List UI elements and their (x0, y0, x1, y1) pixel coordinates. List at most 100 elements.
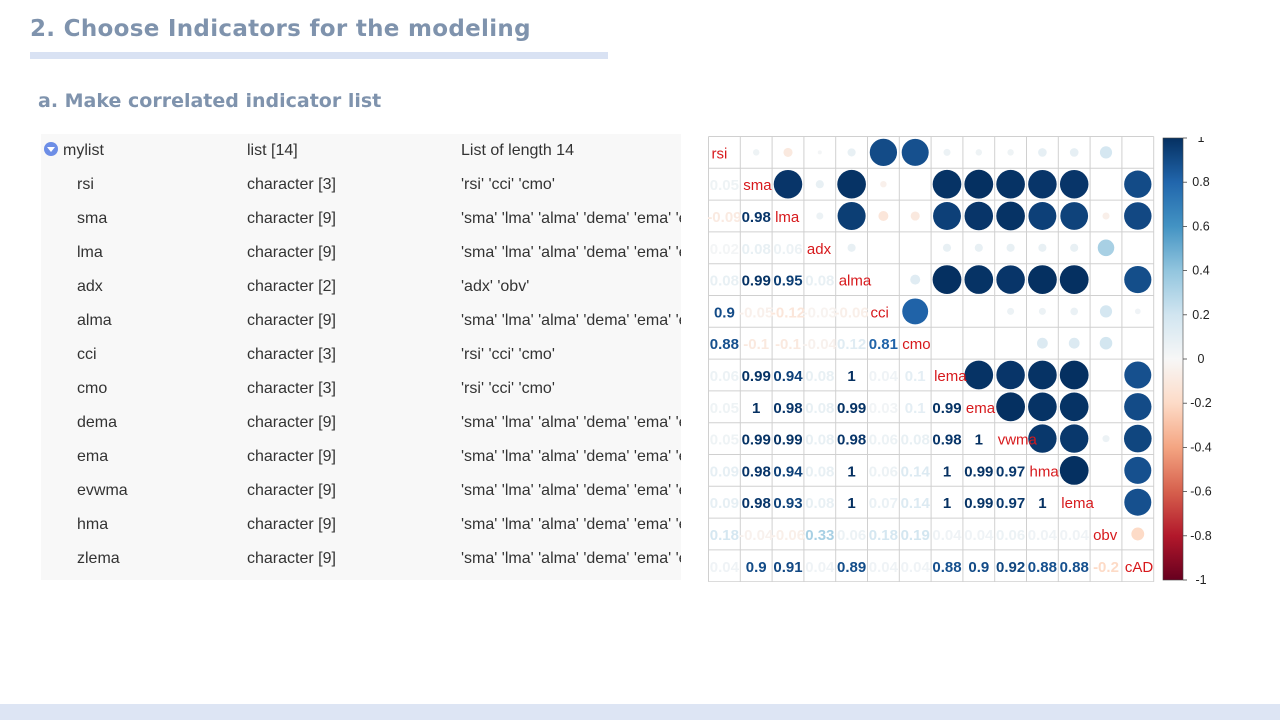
correlation-value-label: 0.9 (968, 559, 989, 576)
item-type: character [2] (247, 278, 336, 295)
colorbar-tick-label: 0.4 (1192, 264, 1209, 278)
colorbar-tick-label: 0.8 (1192, 175, 1209, 189)
list-item[interactable]: ema character [9] 'sma' 'lma' 'alma' 'de… (41, 440, 681, 474)
list-root-name: mylist (63, 142, 104, 159)
correlation-value-label: 0.07 (869, 495, 898, 512)
correlation-value-label: 0.99 (742, 273, 771, 290)
correlation-value-label: -0.09 (708, 209, 742, 226)
correlation-value-label: 0.06 (869, 432, 898, 449)
correlation-value-label: 0.88 (710, 336, 739, 353)
correlation-value-label: 0.08 (805, 495, 834, 512)
diagonal-variable-label: ema (966, 400, 996, 417)
correlation-value-label: 0.98 (932, 432, 961, 449)
item-value: 'sma' 'lma' 'alma' 'dema' 'ema' 'evwma' … (461, 210, 681, 227)
item-name: cmo (77, 380, 108, 397)
correlation-value-label: 0.06 (837, 527, 866, 544)
correlation-value-label: 0.1 (905, 400, 926, 417)
correlation-circle (1028, 360, 1057, 390)
list-item[interactable]: hma character [9] 'sma' 'lma' 'alma' 'de… (41, 508, 681, 542)
list-item[interactable]: sma character [9] 'sma' 'lma' 'alma' 'de… (41, 202, 681, 236)
correlation-circle (1124, 170, 1152, 198)
item-value: 'sma' 'lma' 'alma' 'dema' 'ema' 'evwma' … (461, 312, 681, 329)
list-item[interactable]: cmo character [3] 'rsi' 'cci' 'cmo' (41, 372, 681, 406)
correlation-value-label: -0.03 (803, 304, 837, 321)
correlation-value-label: -0.04 (739, 527, 774, 544)
correlation-value-label: 0.04 (869, 368, 899, 385)
list-root-type: list [14] (247, 142, 298, 159)
correlation-value-label: 0.98 (742, 209, 771, 226)
correlation-value-label: 0.97 (996, 495, 1025, 512)
correlation-circle (964, 201, 994, 231)
correlation-circle (783, 147, 793, 157)
correlation-value-label: 0.95 (773, 273, 802, 290)
correlation-circle (1028, 202, 1057, 230)
correlation-circle (1038, 307, 1046, 315)
correlation-value-label: 0.94 (773, 368, 803, 385)
correlation-circle (1070, 307, 1079, 316)
correlation-value-label: 1 (975, 432, 983, 449)
correlation-circle (975, 149, 983, 156)
colorbar-tick-label: 1 (1198, 137, 1205, 145)
list-item[interactable]: zlema character [9] 'sma' 'lma' 'alma' '… (41, 542, 681, 576)
list-item[interactable]: lma character [9] 'sma' 'lma' 'alma' 'de… (41, 236, 681, 270)
item-value: 'sma' 'lma' 'alma' 'dema' 'ema' 'evwma' … (461, 244, 681, 261)
correlation-value-label: 1 (1038, 495, 1046, 512)
correlation-value-label: 0.99 (964, 463, 993, 480)
correlation-value-label: 0.09 (710, 463, 739, 480)
correlation-value-label: 0.99 (742, 432, 771, 449)
correlation-circle (880, 180, 887, 188)
item-type: character [3] (247, 380, 336, 397)
correlation-circle (817, 150, 822, 155)
correlation-value-label: 0.93 (773, 495, 802, 512)
item-value: 'adx' 'obv' (461, 278, 530, 295)
list-item[interactable]: dema character [9] 'sma' 'lma' 'alma' 'd… (41, 406, 681, 440)
correlation-circle (1059, 392, 1089, 422)
diagonal-variable-label: adx (807, 241, 832, 258)
item-type: character [3] (247, 176, 336, 193)
list-item[interactable]: adx character [2] 'adx' 'obv' (41, 270, 681, 304)
correlation-value-label: 0.9 (714, 304, 735, 321)
item-value: 'sma' 'lma' 'alma' 'dema' 'ema' 'evwma' … (461, 448, 681, 465)
correlation-value-label: 1 (847, 495, 855, 512)
colorbar-tick-label: 0 (1198, 352, 1205, 366)
collapse-toggle-icon[interactable] (44, 142, 58, 156)
correlation-value-label: 0.04 (710, 559, 740, 576)
correlation-circle (1124, 266, 1152, 294)
correlation-circle (847, 243, 856, 252)
list-item[interactable]: cci character [3] 'rsi' 'cci' 'cmo' (41, 338, 681, 372)
diagonal-variable-label: cci (871, 304, 889, 321)
correlation-value-label: 0.91 (773, 559, 802, 576)
correlation-value-label: 0.04 (1028, 527, 1058, 544)
list-item[interactable]: evwma character [9] 'sma' 'lma' 'alma' '… (41, 474, 681, 508)
correlation-circle (1059, 265, 1089, 294)
item-name: dema (77, 414, 118, 431)
correlation-value-label: 0.99 (773, 432, 802, 449)
correlation-value-label: 0.92 (996, 559, 1025, 576)
item-type: character [9] (247, 312, 336, 329)
correlation-value-label: 0.04 (805, 559, 835, 576)
correlation-circle (996, 201, 1025, 231)
correlation-value-label: 0.33 (805, 527, 834, 544)
footer-band (0, 704, 1280, 720)
item-value: 'rsi' 'cci' 'cmo' (461, 380, 555, 397)
correlation-circle (1124, 393, 1152, 421)
correlation-value-label: 0.06 (869, 463, 898, 480)
list-item[interactable]: rsi character [3] 'rsi' 'cci' 'cmo' (41, 168, 681, 202)
correlation-value-label: 0.04 (1060, 527, 1090, 544)
diagonal-variable-label: cmo (902, 336, 930, 353)
list-item[interactable]: alma character [9] 'sma' 'lma' 'alma' 'd… (41, 304, 681, 338)
correlation-circle (910, 211, 920, 221)
correlation-value-label: 0.02 (710, 241, 739, 258)
section-subtitle: a. Make correlated indicator list (38, 90, 382, 112)
correlation-circle (964, 169, 994, 199)
item-type: character [9] (247, 244, 336, 261)
correlation-value-label: 0.18 (710, 527, 739, 544)
list-root-row[interactable]: mylist list [14] List of length 14 (41, 134, 681, 168)
correlation-value-label: -0.1 (775, 336, 801, 353)
correlation-matrix-plot: 0.05-0.09 0.980.02 0.08 0.060.08 0.99 0.95 0.0… (708, 136, 1155, 582)
colorbar-tick-label: 0.2 (1192, 308, 1209, 322)
correlation-circle (996, 360, 1025, 390)
diagonal-variable-label: lma (775, 209, 800, 226)
item-value: 'sma' 'lma' 'alma' 'dema' 'ema' 'evwma' … (461, 414, 681, 431)
correlation-circle (1102, 212, 1110, 220)
